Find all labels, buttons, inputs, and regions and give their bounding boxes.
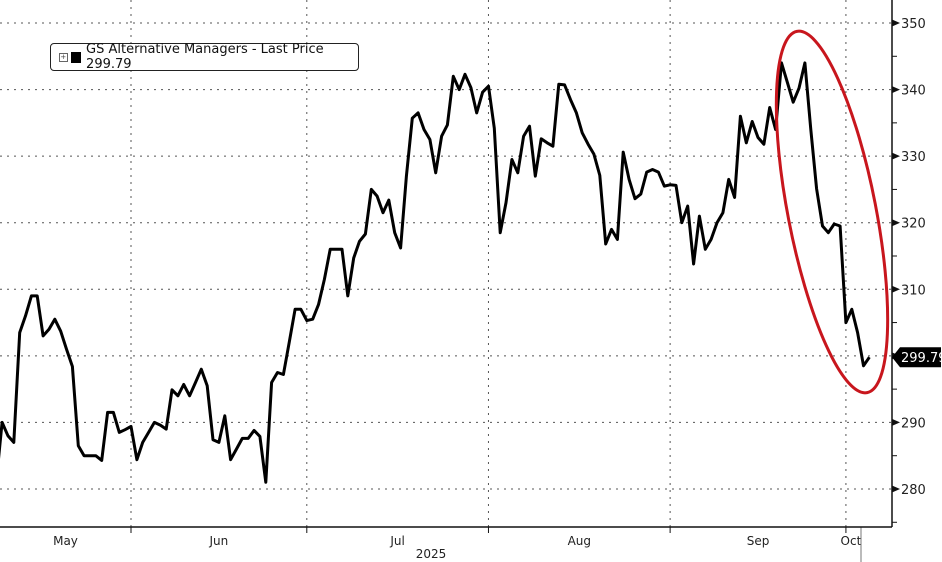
expand-icon[interactable]: + (59, 52, 68, 62)
last-price-tag (892, 347, 941, 368)
y-tick-marker (892, 285, 900, 293)
x-tick-label: Jul (389, 534, 404, 548)
y-tick-marker (892, 485, 900, 493)
highlight-ellipse (774, 29, 890, 395)
x-tick-label: Oct (841, 534, 862, 548)
y-tick-marker (892, 86, 900, 94)
legend: + GS Alternative Managers - Last Price 2… (50, 42, 359, 72)
y-tick-marker (892, 152, 900, 160)
y-tick-marker (892, 19, 900, 27)
y-tick-label: 290 (901, 416, 926, 431)
x-year-label: 2025 (416, 547, 447, 561)
y-tick-label: 310 (901, 283, 926, 298)
x-tick-label: Sep (747, 534, 770, 548)
series-swatch-icon (70, 51, 82, 63)
last-price-label: 299.79 (901, 351, 942, 366)
y-tick-label: 280 (901, 483, 926, 498)
y-tick-label: 340 (901, 84, 926, 99)
x-tick-label: May (53, 534, 78, 548)
x-tick-label: Aug (568, 534, 591, 548)
y-tick-marker (892, 418, 900, 426)
y-tick-label: 330 (901, 150, 926, 165)
legend-label: GS Alternative Managers - Last Price 299… (86, 42, 324, 72)
y-tick-label: 350 (901, 17, 926, 32)
y-tick-label: 320 (901, 217, 926, 232)
price-line (0, 61, 871, 484)
y-tick-marker (892, 219, 900, 227)
x-tick-label: Jun (209, 534, 229, 548)
